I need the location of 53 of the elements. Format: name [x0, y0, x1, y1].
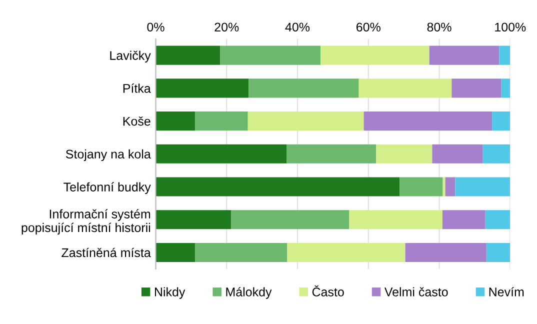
- y-tick-label: Zastíněná místa: [62, 248, 151, 258]
- bar: [156, 144, 287, 164]
- bar: [156, 112, 196, 131]
- bar: [400, 177, 443, 196]
- bar: [485, 210, 510, 230]
- x-tick-label: 20%: [214, 22, 239, 32]
- bar: [156, 210, 232, 230]
- bar: [195, 112, 248, 131]
- bar: [156, 242, 196, 262]
- legend-label: Nevím: [489, 287, 524, 296]
- bar: [442, 177, 446, 196]
- bar: [492, 112, 510, 131]
- bar: [156, 78, 249, 98]
- bar: [156, 46, 220, 65]
- x-tick-label: 100%: [495, 22, 526, 32]
- bar: [220, 46, 321, 65]
- y-tick-label: Informační systém popisující místní historii: [22, 209, 150, 235]
- bar: [286, 144, 376, 164]
- bar: [452, 78, 502, 98]
- y-tick-label: Stojany na kola: [66, 149, 151, 162]
- bar: [445, 177, 456, 196]
- bar: [248, 112, 364, 131]
- legend-label: Často: [312, 285, 344, 296]
- bar: [442, 210, 486, 230]
- bar: [486, 242, 510, 262]
- bar: [195, 242, 288, 262]
- bar: [429, 46, 500, 65]
- bar: [432, 144, 483, 164]
- bar: [349, 210, 442, 230]
- y-tick-label: Lavičky: [110, 50, 151, 62]
- bar: [376, 144, 432, 164]
- y-tick-label: Telefonní budky: [64, 182, 151, 194]
- legend-label: Nikdy: [154, 287, 186, 299]
- legend-label: Velmi často: [384, 287, 448, 296]
- bar: [499, 46, 510, 65]
- x-tick-label: 40%: [285, 22, 310, 32]
- x-tick-label: 0%: [147, 22, 164, 32]
- y-tick-label: Pítka: [123, 84, 151, 93]
- bar: [358, 78, 452, 98]
- bar: [501, 78, 510, 98]
- bar: [482, 144, 510, 164]
- y-tick-label: Koše: [123, 116, 150, 126]
- bar: [287, 242, 406, 262]
- x-tick-label: 80%: [427, 22, 452, 32]
- bar: [364, 112, 492, 131]
- legend-label: Málokdy: [226, 287, 272, 299]
- bar: [405, 242, 486, 262]
- bar: [156, 177, 400, 196]
- bar: [248, 78, 359, 98]
- bar: [320, 46, 430, 65]
- bar: [231, 210, 350, 230]
- bar: [455, 177, 510, 196]
- x-tick-label: 60%: [356, 22, 380, 32]
